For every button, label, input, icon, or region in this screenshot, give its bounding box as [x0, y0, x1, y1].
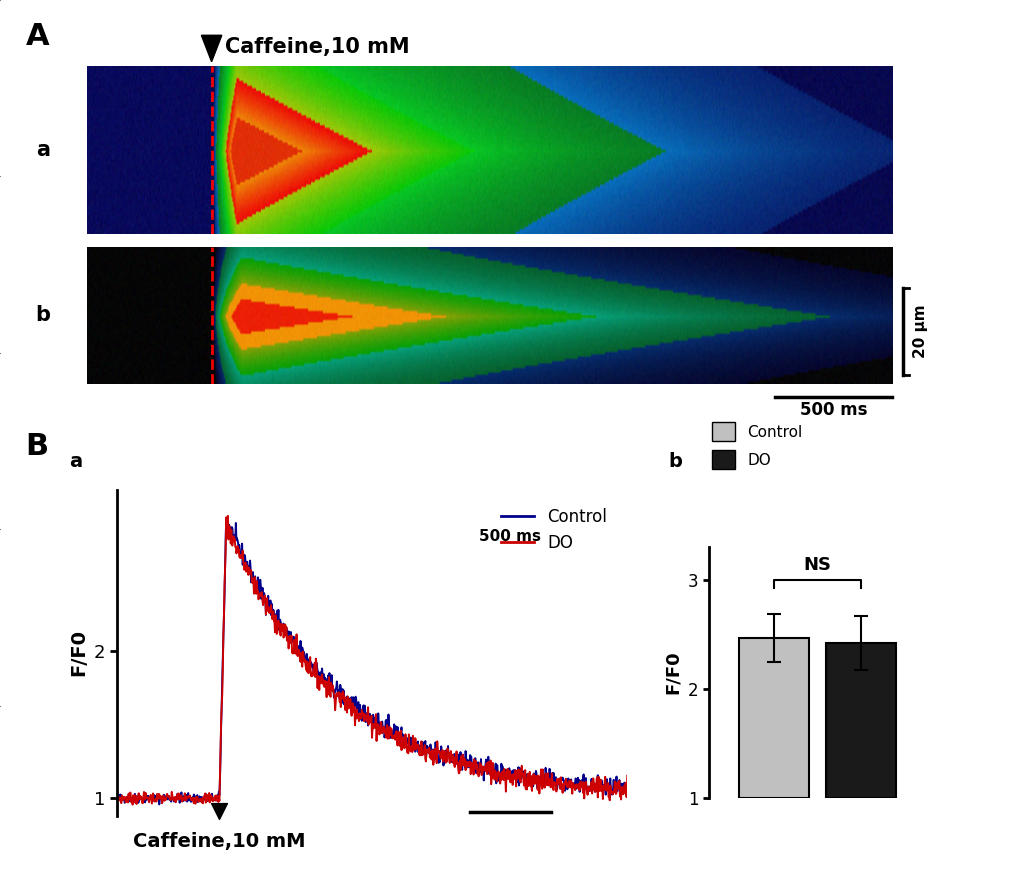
Bar	[825, 643, 896, 798]
Text: 500 ms: 500 ms	[479, 528, 541, 543]
Text: a: a	[69, 452, 83, 471]
Y-axis label: F/F0: F/F0	[69, 629, 89, 676]
Text: A: A	[25, 22, 49, 51]
Legend: Control, DO: Control, DO	[493, 501, 613, 559]
Text: NS: NS	[803, 557, 830, 574]
Text: b: b	[667, 452, 682, 471]
Point	[211, 804, 227, 818]
Text: Caffeine,10 mM: Caffeine,10 mM	[224, 37, 409, 56]
Text: 20 μm: 20 μm	[912, 304, 927, 358]
Text: a: a	[36, 140, 50, 160]
Text: B: B	[25, 432, 49, 461]
Bar	[738, 638, 808, 798]
Text: 500 ms: 500 ms	[799, 401, 867, 419]
Y-axis label: F/F0: F/F0	[663, 651, 682, 694]
Text: b: b	[36, 305, 51, 325]
Polygon shape	[201, 35, 221, 62]
Legend: Control, DO: Control, DO	[705, 416, 808, 475]
Text: Caffeine,10 mM: Caffeine,10 mM	[133, 833, 306, 851]
